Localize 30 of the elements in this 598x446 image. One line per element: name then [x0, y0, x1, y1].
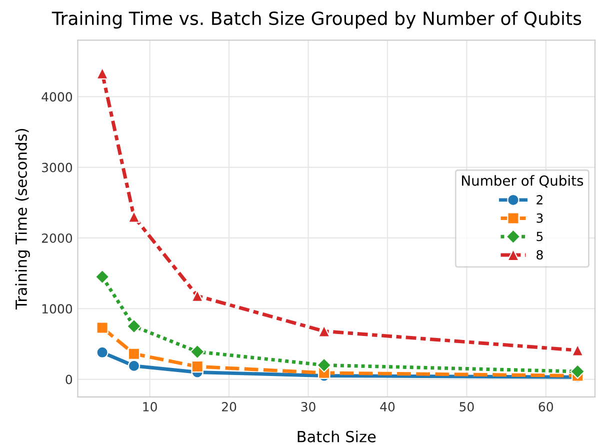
point: [128, 210, 140, 223]
point: [128, 348, 140, 360]
legend-title: Number of Qubits: [462, 175, 584, 188]
point: [96, 322, 108, 334]
x-tick-label: 60: [538, 402, 554, 412]
x-axis-title: Batch Size: [298, 430, 376, 442]
x-tick-label: 20: [222, 402, 236, 412]
y-axis-title: Training Time (seconds): [15, 128, 30, 310]
point: [94, 269, 110, 284]
legend-label: 2: [536, 195, 542, 204]
legend-label: 5: [536, 232, 543, 242]
y-tick-label: 3000: [42, 162, 72, 172]
x-tick-label: 30: [301, 402, 316, 412]
x-tick-label: 10: [143, 402, 157, 412]
y-tick-label: 1000: [42, 304, 72, 314]
chart-title: Training Time vs. Batch Size Grouped by Number of Qubits: [52, 11, 582, 29]
point: [190, 344, 205, 360]
x-tick-label: 40: [380, 402, 395, 412]
point: [96, 346, 108, 359]
legend-label: 8: [536, 250, 543, 260]
point: [191, 360, 204, 373]
point: [126, 318, 142, 334]
point: [316, 358, 332, 373]
y-tick-label: 4000: [42, 92, 72, 102]
y-tick-label: 0: [66, 374, 72, 384]
legend-label: 3: [536, 213, 543, 223]
x-tick-label: 50: [460, 402, 474, 412]
point: [128, 360, 140, 372]
y-tick-label: 2000: [42, 233, 72, 243]
point: [570, 364, 586, 379]
